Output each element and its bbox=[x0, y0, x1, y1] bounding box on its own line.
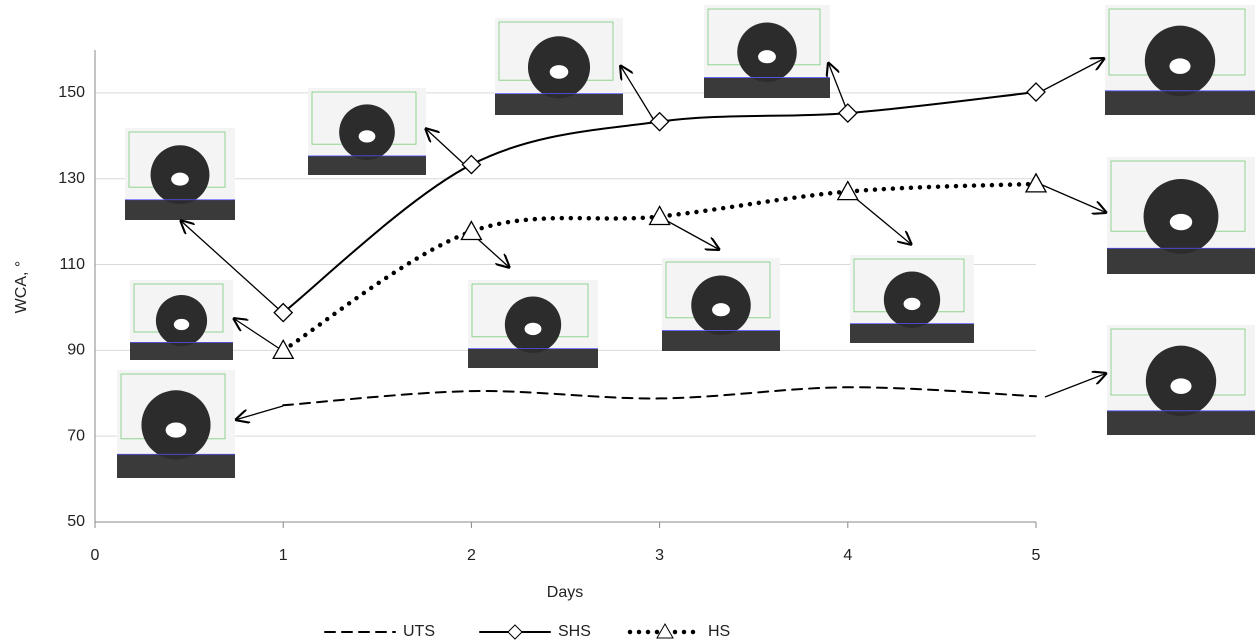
marker bbox=[839, 104, 857, 122]
arrow bbox=[620, 65, 655, 122]
droplet-image bbox=[704, 5, 830, 98]
highlight bbox=[174, 319, 189, 330]
highlight bbox=[1170, 214, 1192, 230]
legend-label: SHS bbox=[558, 623, 591, 640]
x-axis-title: Days bbox=[547, 584, 583, 601]
highlight bbox=[171, 173, 189, 186]
marker bbox=[1027, 83, 1045, 101]
legend-label: UTS bbox=[403, 623, 435, 640]
y-axis-title: WCA, ° bbox=[13, 261, 30, 314]
x-tick-label: 1 bbox=[279, 547, 288, 564]
x-tick-label: 0 bbox=[91, 547, 100, 564]
droplet-image bbox=[468, 280, 598, 368]
y-tick-label: 70 bbox=[67, 427, 85, 444]
droplet-image bbox=[850, 255, 974, 343]
droplet-image bbox=[495, 18, 623, 115]
arrow bbox=[1040, 58, 1105, 92]
arrow bbox=[828, 62, 848, 113]
arrow bbox=[235, 406, 283, 420]
arrow bbox=[1040, 184, 1107, 213]
legend-item: SHS bbox=[480, 623, 591, 640]
highlight bbox=[166, 422, 187, 437]
arrow bbox=[425, 128, 465, 165]
highlight bbox=[1170, 378, 1191, 393]
y-tick-label: 130 bbox=[58, 170, 85, 187]
legend-marker bbox=[508, 625, 522, 639]
droplet-image bbox=[308, 88, 426, 175]
chart: 50 70 90 110 130 150 0 1 2 3 4 5 Days WCA, ° UTS SHS… bbox=[0, 0, 1258, 644]
droplet-image bbox=[1107, 325, 1255, 435]
marker bbox=[273, 340, 293, 358]
arrow bbox=[233, 318, 283, 351]
arrow bbox=[1045, 373, 1107, 397]
highlight bbox=[904, 298, 921, 310]
highlight bbox=[525, 323, 542, 335]
y-tick-label: 90 bbox=[67, 342, 85, 359]
legend-item: HS bbox=[630, 623, 730, 640]
legend-label: HS bbox=[708, 623, 730, 640]
droplet-image bbox=[125, 128, 235, 220]
arrow bbox=[660, 217, 720, 250]
series-line bbox=[283, 387, 1036, 405]
highlight bbox=[1169, 58, 1190, 73]
highlight bbox=[550, 65, 569, 79]
y-tick-label: 110 bbox=[59, 256, 85, 273]
x-tick-label: 4 bbox=[843, 547, 852, 564]
x-tick-label: 2 bbox=[467, 547, 476, 564]
droplet-image bbox=[1105, 5, 1255, 115]
droplet-image bbox=[1107, 157, 1255, 274]
marker bbox=[462, 156, 480, 174]
x-tick-label: 3 bbox=[655, 547, 664, 564]
x-tick-label: 5 bbox=[1032, 547, 1041, 564]
y-tick-label: 50 bbox=[67, 513, 85, 530]
marker bbox=[461, 222, 481, 240]
highlight bbox=[712, 303, 730, 316]
highlight bbox=[758, 50, 776, 63]
droplet-image bbox=[662, 258, 780, 351]
marker bbox=[651, 113, 669, 131]
legend-item: UTS bbox=[325, 623, 435, 640]
legend-marker bbox=[657, 624, 673, 638]
droplet-images bbox=[117, 5, 1255, 478]
y-tick-label: 150 bbox=[58, 84, 85, 101]
droplet-image bbox=[130, 280, 233, 360]
highlight bbox=[359, 130, 376, 142]
droplet-image bbox=[117, 370, 235, 478]
